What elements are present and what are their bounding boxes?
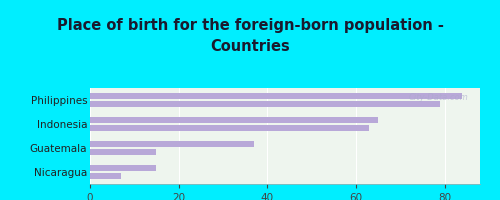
Bar bbox=[90, 165, 156, 171]
Text: Place of birth for the foreign-born population -
Countries: Place of birth for the foreign-born popu… bbox=[56, 18, 444, 54]
Bar bbox=[90, 117, 378, 123]
Bar bbox=[90, 173, 121, 179]
Bar bbox=[90, 125, 369, 131]
Bar bbox=[90, 141, 254, 147]
Bar bbox=[90, 149, 156, 155]
Bar bbox=[90, 93, 463, 99]
Text: City-Data.com: City-Data.com bbox=[408, 93, 469, 102]
Bar bbox=[90, 101, 440, 107]
